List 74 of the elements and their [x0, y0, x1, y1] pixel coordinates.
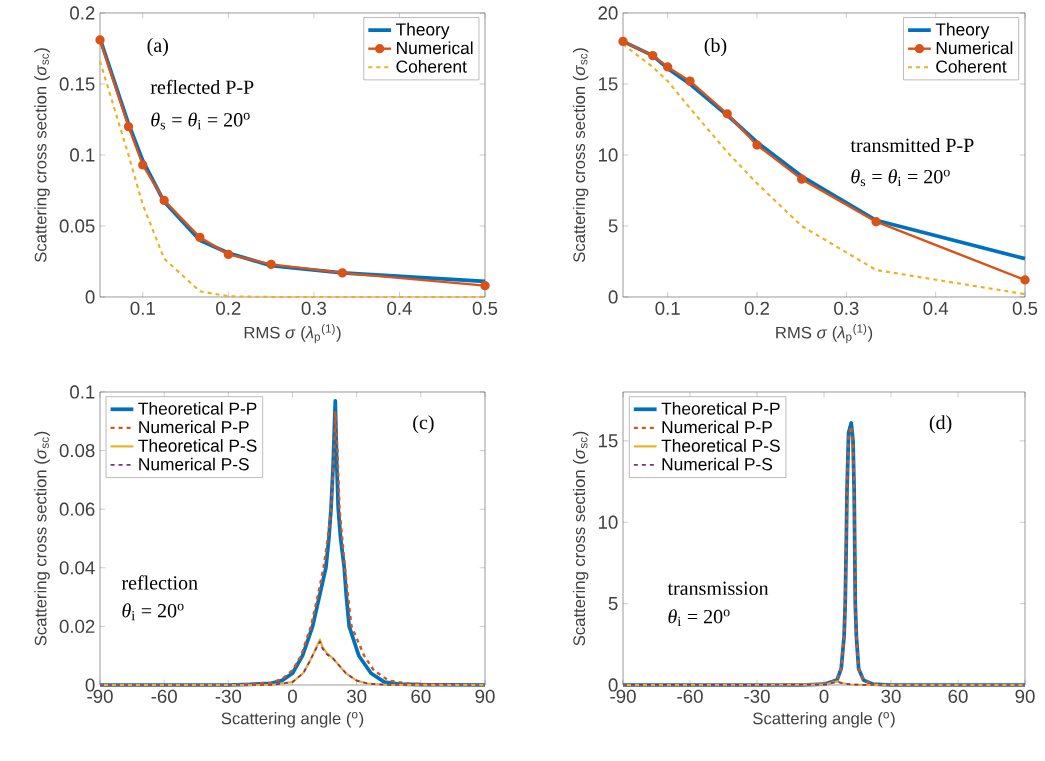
x-tick-label: 0.3	[834, 301, 859, 315]
y-tick-label: 0.08	[59, 443, 95, 458]
y-axis-title: Scattering cross section (σ$_{sc}$)	[572, 431, 589, 646]
x-tick-label: -30	[744, 689, 770, 703]
x-tick-label: 0.4	[387, 301, 412, 315]
legend-label: Coherent	[936, 59, 1007, 73]
x-tick-label: 0	[819, 689, 829, 703]
y-tick-label: 20	[598, 6, 618, 20]
y-tick-label: 15	[598, 77, 618, 91]
annotation: θ$_{s}$ = θ$_{i}$ = 20$^{o}$	[851, 169, 950, 187]
y-tick-label: 0.05	[59, 219, 95, 233]
y-tick-label: 5	[608, 219, 618, 233]
y-tick-label: 10	[598, 515, 618, 529]
legend-label: Theoretical P-S	[661, 439, 780, 452]
y-axis-title: Scattering cross section (σ$_{sc}$)	[34, 48, 50, 263]
x-tick-label: 0	[288, 689, 297, 703]
x-tick-label: 0.3	[301, 301, 327, 315]
x-tick-label: -60	[151, 689, 177, 703]
legend-label: Theoretical P-P	[661, 401, 780, 415]
x-axis-title: RMS σ (λ$_{p}$$^{(1)}$)	[776, 324, 873, 344]
x-tick-label: 60	[411, 689, 431, 703]
y-tick-label: 0.02	[59, 619, 95, 634]
x-tick-label: 0.2	[216, 301, 241, 315]
annotation: (c)	[413, 415, 434, 434]
y-tick-label: 0.04	[59, 561, 95, 575]
y-tick-label: 0.1	[70, 148, 95, 162]
x-tick-label: 0.5	[1012, 301, 1038, 315]
legend-label: Theoretical P-P	[138, 401, 257, 415]
y-tick-label: 0.2	[70, 6, 95, 20]
annotation: (b)	[704, 38, 727, 57]
y-tick-label: 5	[608, 597, 618, 611]
annotation: θ$_{i}$ = 20$^{o}$	[122, 603, 184, 621]
y-tick-label: 0.15	[59, 77, 95, 91]
annotation: reflection	[121, 575, 198, 590]
legend-label: Coherent	[396, 59, 467, 73]
y-axis-title: Scattering cross section (σ$_{sc}$)	[34, 431, 50, 646]
x-tick-label: -60	[677, 689, 703, 703]
y-tick-label: 0	[85, 290, 95, 304]
legend-label: Numerical P-P	[662, 420, 772, 434]
x-axis-title: Scattering angle ($^{o}$)	[221, 712, 364, 728]
x-tick-label: 90	[1015, 689, 1035, 703]
legend-label: Numerical	[936, 41, 1013, 55]
x-axis-title: Scattering angle ($^{o}$)	[753, 712, 895, 728]
annotation: transmitted P-P	[850, 138, 974, 153]
annotation: (a)	[147, 38, 168, 57]
x-tick-label: -30	[215, 689, 242, 703]
y-tick-label: 15	[598, 434, 618, 448]
y-axis-title: Scattering cross section (σ$_{sc}$)	[572, 48, 589, 263]
x-tick-label: 0.5	[472, 301, 498, 315]
legend-label: Theory	[396, 22, 450, 40]
x-tick-label: 0.1	[130, 301, 155, 315]
annotation: θ$_{s}$ = θ$_{i}$ = 20$^{o}$	[151, 112, 250, 130]
y-tick-label: 0.06	[59, 502, 95, 516]
y-tick-label: 0	[608, 290, 618, 304]
legend-label: Numerical	[397, 41, 473, 55]
x-axis-title: RMS σ (λ$_{p}$$^{(1)}$)	[244, 324, 341, 344]
x-tick-label: 0.1	[655, 301, 680, 315]
legend-label: Numerical P-S	[662, 457, 773, 471]
legend-label: Numerical P-S	[139, 457, 249, 471]
x-tick-label: 60	[948, 689, 968, 703]
annotation: transmission	[667, 581, 769, 596]
legend-label: Theory	[935, 22, 990, 40]
x-tick-label: 0.2	[744, 301, 770, 315]
x-tick-label: 30	[881, 689, 901, 703]
x-tick-label: 0.4	[923, 301, 949, 315]
annotation: reflected P-P	[150, 79, 254, 94]
legend-label: Theoretical P-S	[138, 439, 257, 452]
y-tick-label: 0.1	[70, 385, 95, 399]
y-tick-label: 10	[598, 148, 618, 162]
annotation: (d)	[929, 415, 952, 434]
x-tick-label: 90	[475, 689, 495, 703]
annotation: θ$_{i}$ = 20$^{o}$	[668, 609, 730, 627]
legend-label: Numerical P-P	[139, 420, 249, 434]
x-tick-label: 30	[347, 689, 367, 703]
